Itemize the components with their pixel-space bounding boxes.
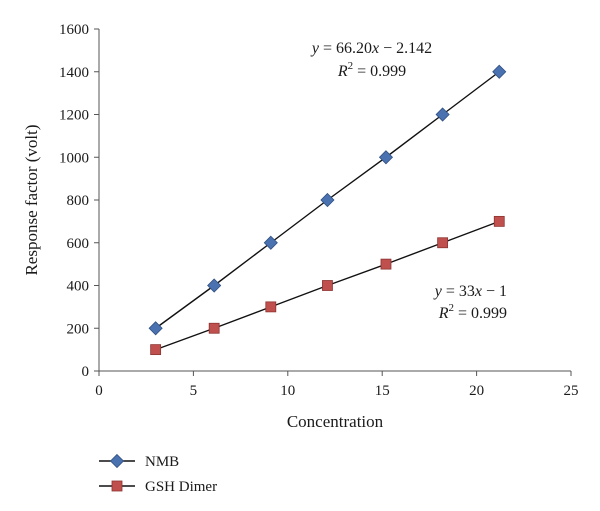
- y-axis-title: Response factor (volt): [22, 124, 41, 275]
- axes: 0 200 400 600 800 1000 1200 1400 1600 0 5 10 15 20 25 C…: [22, 22, 579, 431]
- legend-label-gsh-dimer: GSH Dimer: [145, 479, 217, 495]
- data-point-nmb: [378, 150, 394, 165]
- data-point-nmb: [263, 235, 278, 250]
- y-tick-label: 1600: [59, 22, 89, 38]
- y-tick-label: 800: [67, 193, 90, 209]
- y-tick-label: 400: [67, 279, 90, 295]
- legend-marker-nmb: [109, 453, 125, 469]
- x-tick-label: 10: [280, 383, 295, 399]
- y-tick-label: 1400: [59, 65, 89, 81]
- data-point-gsh-dimer: [208, 322, 220, 334]
- data-point-gsh-dimer: [437, 237, 449, 249]
- x-tick-label: 25: [564, 383, 579, 399]
- r-squared-gsh-dimer: R2 = 0.999: [438, 302, 507, 322]
- y-tick-label: 200: [67, 321, 90, 337]
- data-point-gsh-dimer: [380, 258, 392, 270]
- legend-label-nmb: NMB: [145, 454, 179, 470]
- x-tick-label: 20: [469, 383, 484, 399]
- data-point-nmb: [492, 64, 507, 79]
- data-point-gsh-dimer: [493, 215, 505, 227]
- data-point-gsh-dimer: [265, 301, 277, 313]
- equation-nmb: y = 66.20x − 2.142: [310, 40, 432, 57]
- x-tick-label: 15: [375, 383, 390, 399]
- y-tick-label: 0: [82, 364, 90, 380]
- r-squared-nmb: R2 = 0.999: [337, 60, 406, 80]
- data-point-nmb: [148, 321, 163, 336]
- equation-gsh-dimer: y = 33x − 1: [433, 283, 507, 300]
- data-point-nmb: [320, 192, 335, 208]
- legend-marker-gsh-dimer: [111, 480, 123, 492]
- data-point-nmb: [207, 278, 222, 293]
- y-tick-label: 1000: [59, 150, 89, 166]
- data-point-gsh-dimer: [322, 280, 333, 291]
- x-tick-label: 0: [95, 383, 103, 399]
- x-tick-label: 5: [190, 383, 198, 399]
- data-markers: [148, 64, 507, 356]
- data-point-nmb: [435, 107, 450, 122]
- data-point-gsh-dimer: [150, 344, 162, 356]
- y-tick-label: 600: [67, 236, 90, 252]
- y-tick-label: 1200: [59, 108, 89, 124]
- legend: NMB GSH Dimer: [99, 453, 217, 495]
- x-axis-title: Concentration: [287, 412, 384, 431]
- equation-annotations: y = 66.20x − 2.142 R2 = 0.999 y = 33x − 1 R…: [310, 40, 507, 322]
